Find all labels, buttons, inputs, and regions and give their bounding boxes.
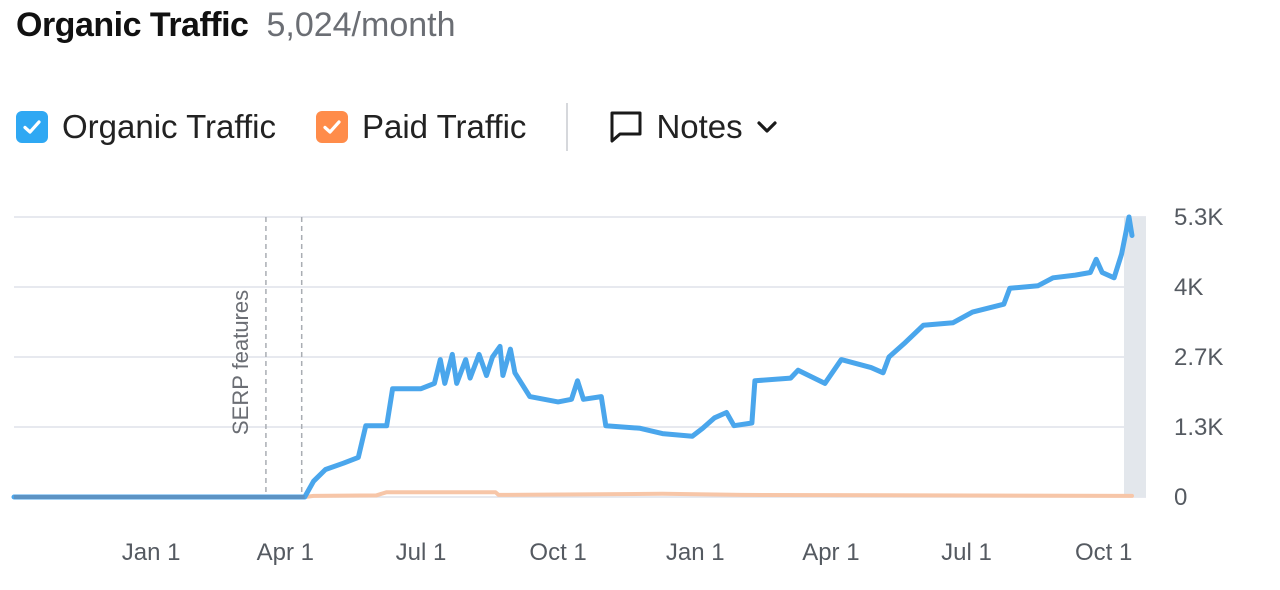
speech-bubble-icon: [610, 111, 642, 143]
x-tick-label: Oct 1: [529, 539, 586, 566]
x-tick-label: Apr 1: [257, 539, 314, 566]
annotation-label: SERP features: [228, 290, 253, 435]
chart-series: [11, 214, 1135, 500]
organic-traffic-line: [11, 214, 1135, 500]
x-tick-label: Jan 1: [122, 539, 181, 566]
legend-controls: Organic Traffic Paid Traffic Notes: [16, 103, 779, 151]
divider: [566, 103, 569, 151]
paid-traffic-line: [12, 490, 1134, 499]
traffic-total: 5,024/month: [266, 6, 456, 44]
y-tick-label: 4K: [1174, 274, 1203, 301]
check-icon: [23, 120, 41, 134]
y-tick-label: 1.3K: [1174, 414, 1223, 441]
y-tick-label: 5.3K: [1174, 204, 1223, 231]
current-period-band: [1124, 217, 1146, 497]
x-axis: Jan 1 Apr 1 Jul 1 Oct 1 Jan 1 Apr 1 Jul 1 Oct 1: [122, 539, 1133, 566]
chevron-down-icon: [757, 121, 777, 133]
organic-traffic-toggle[interactable]: Organic Traffic: [16, 108, 276, 146]
traffic-chart: SERP features 0 1.3K 2.7K 4K 5.3K Jan 1 Apr 1…: [11, 204, 1223, 566]
organic-checkbox[interactable]: [16, 111, 48, 143]
chart-grid: [14, 216, 1146, 498]
x-tick-label: Jul 1: [941, 539, 992, 566]
y-tick-label: 0: [1174, 484, 1187, 511]
x-tick-label: Jul 1: [396, 539, 447, 566]
chart-annotations: SERP features: [228, 217, 303, 497]
y-tick-label: 2.7K: [1174, 344, 1223, 371]
notes-label: Notes: [656, 108, 743, 145]
notes-dropdown[interactable]: Notes: [608, 108, 778, 146]
organic-traffic-label: Organic Traffic: [62, 108, 276, 145]
check-icon: [323, 120, 341, 134]
page-title: Organic Traffic: [16, 6, 249, 44]
paid-checkbox[interactable]: [315, 111, 348, 143]
y-axis: 0 1.3K 2.7K 4K 5.3K: [1174, 204, 1223, 511]
x-tick-label: Apr 1: [802, 539, 859, 566]
x-tick-label: Jan 1: [666, 539, 725, 566]
paid-traffic-label: Paid Traffic: [361, 108, 527, 145]
paid-traffic-toggle[interactable]: Paid Traffic: [315, 108, 527, 146]
x-tick-label: Oct 1: [1075, 539, 1132, 566]
chart-header: Organic Traffic 5,024/month: [16, 6, 456, 50]
